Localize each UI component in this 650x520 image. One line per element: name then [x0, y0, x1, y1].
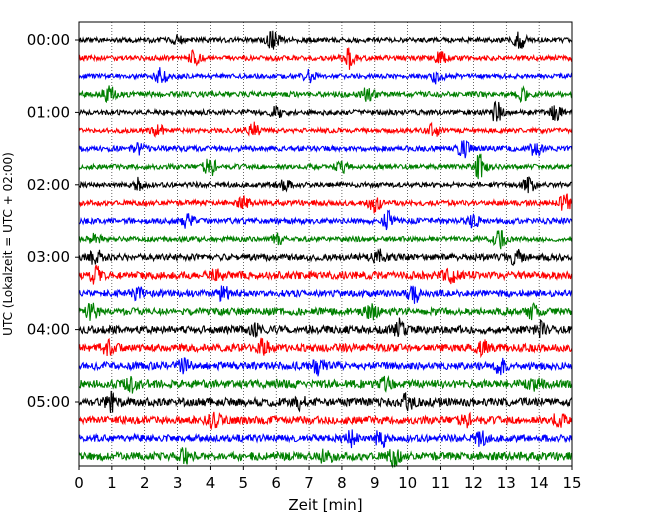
- x-tick-label-3: 3: [173, 474, 183, 492]
- x-axis-ticks: 0 1 2 3 4 5 6 7 8 9 10 11 12 13 14 15: [74, 466, 582, 492]
- trace-0345: [78, 302, 573, 321]
- x-tick-label-13: 13: [497, 474, 516, 492]
- trace-0230: [78, 209, 573, 231]
- trace-0545: [78, 447, 573, 469]
- trace-0045: [78, 85, 573, 104]
- x-tick-label-9: 9: [370, 474, 380, 492]
- trace-0245: [78, 230, 573, 250]
- trace-0145: [78, 153, 573, 180]
- x-tick-label-8: 8: [337, 474, 347, 492]
- y-axis-ticks: 00:00 01:00 02:00 03:00 04:00 05:00: [27, 31, 79, 411]
- grid-lines: [111, 22, 540, 466]
- y-tick-label-2: 02:00: [27, 176, 70, 194]
- plot-frame: [78, 21, 573, 467]
- trace-0130: [78, 140, 573, 159]
- x-tick-label-6: 6: [271, 474, 281, 492]
- y-axis-label: UTC (Lokalzeit = UTC + 02:00): [1, 152, 15, 336]
- seismogram-traces: [78, 30, 573, 469]
- trace-0315: [78, 264, 573, 285]
- trace-0500: [78, 390, 573, 413]
- x-tick-label-11: 11: [431, 474, 450, 492]
- y-tick-label-0: 00:00: [27, 31, 70, 49]
- trace-0430: [78, 357, 573, 377]
- y-tick-label-1: 01:00: [27, 103, 70, 121]
- trace-0030: [78, 67, 573, 85]
- trace-0300: [78, 248, 573, 267]
- x-tick-label-10: 10: [398, 474, 417, 492]
- trace-0215: [78, 193, 573, 214]
- trace-0200: [78, 176, 573, 194]
- x-tick-label-4: 4: [206, 474, 216, 492]
- trace-0100: [78, 100, 573, 122]
- x-tick-label-7: 7: [304, 474, 314, 492]
- y-tick-label-3: 03:00: [27, 248, 70, 266]
- x-tick-label-12: 12: [464, 474, 483, 492]
- trace-0515: [78, 411, 573, 431]
- trace-0400: [78, 317, 573, 339]
- trace-0115: [78, 121, 573, 138]
- y-tick-label-4: 04:00: [27, 321, 70, 339]
- trace-0330: [78, 285, 572, 304]
- x-axis-label: Zeit [min]: [288, 496, 362, 514]
- trace-0415: [78, 337, 573, 359]
- x-tick-label-15: 15: [562, 474, 581, 492]
- trace-0015: [78, 47, 573, 70]
- y-tick-label-5: 05:00: [27, 393, 70, 411]
- trace-0530: [78, 429, 573, 449]
- x-tick-label-5: 5: [239, 474, 249, 492]
- trace-0445: [78, 375, 573, 394]
- trace-0000: [78, 30, 573, 50]
- x-tick-label-14: 14: [530, 474, 549, 492]
- x-tick-label-2: 2: [140, 474, 150, 492]
- x-tick-label-1: 1: [107, 474, 117, 492]
- x-tick-label-0: 0: [74, 474, 84, 492]
